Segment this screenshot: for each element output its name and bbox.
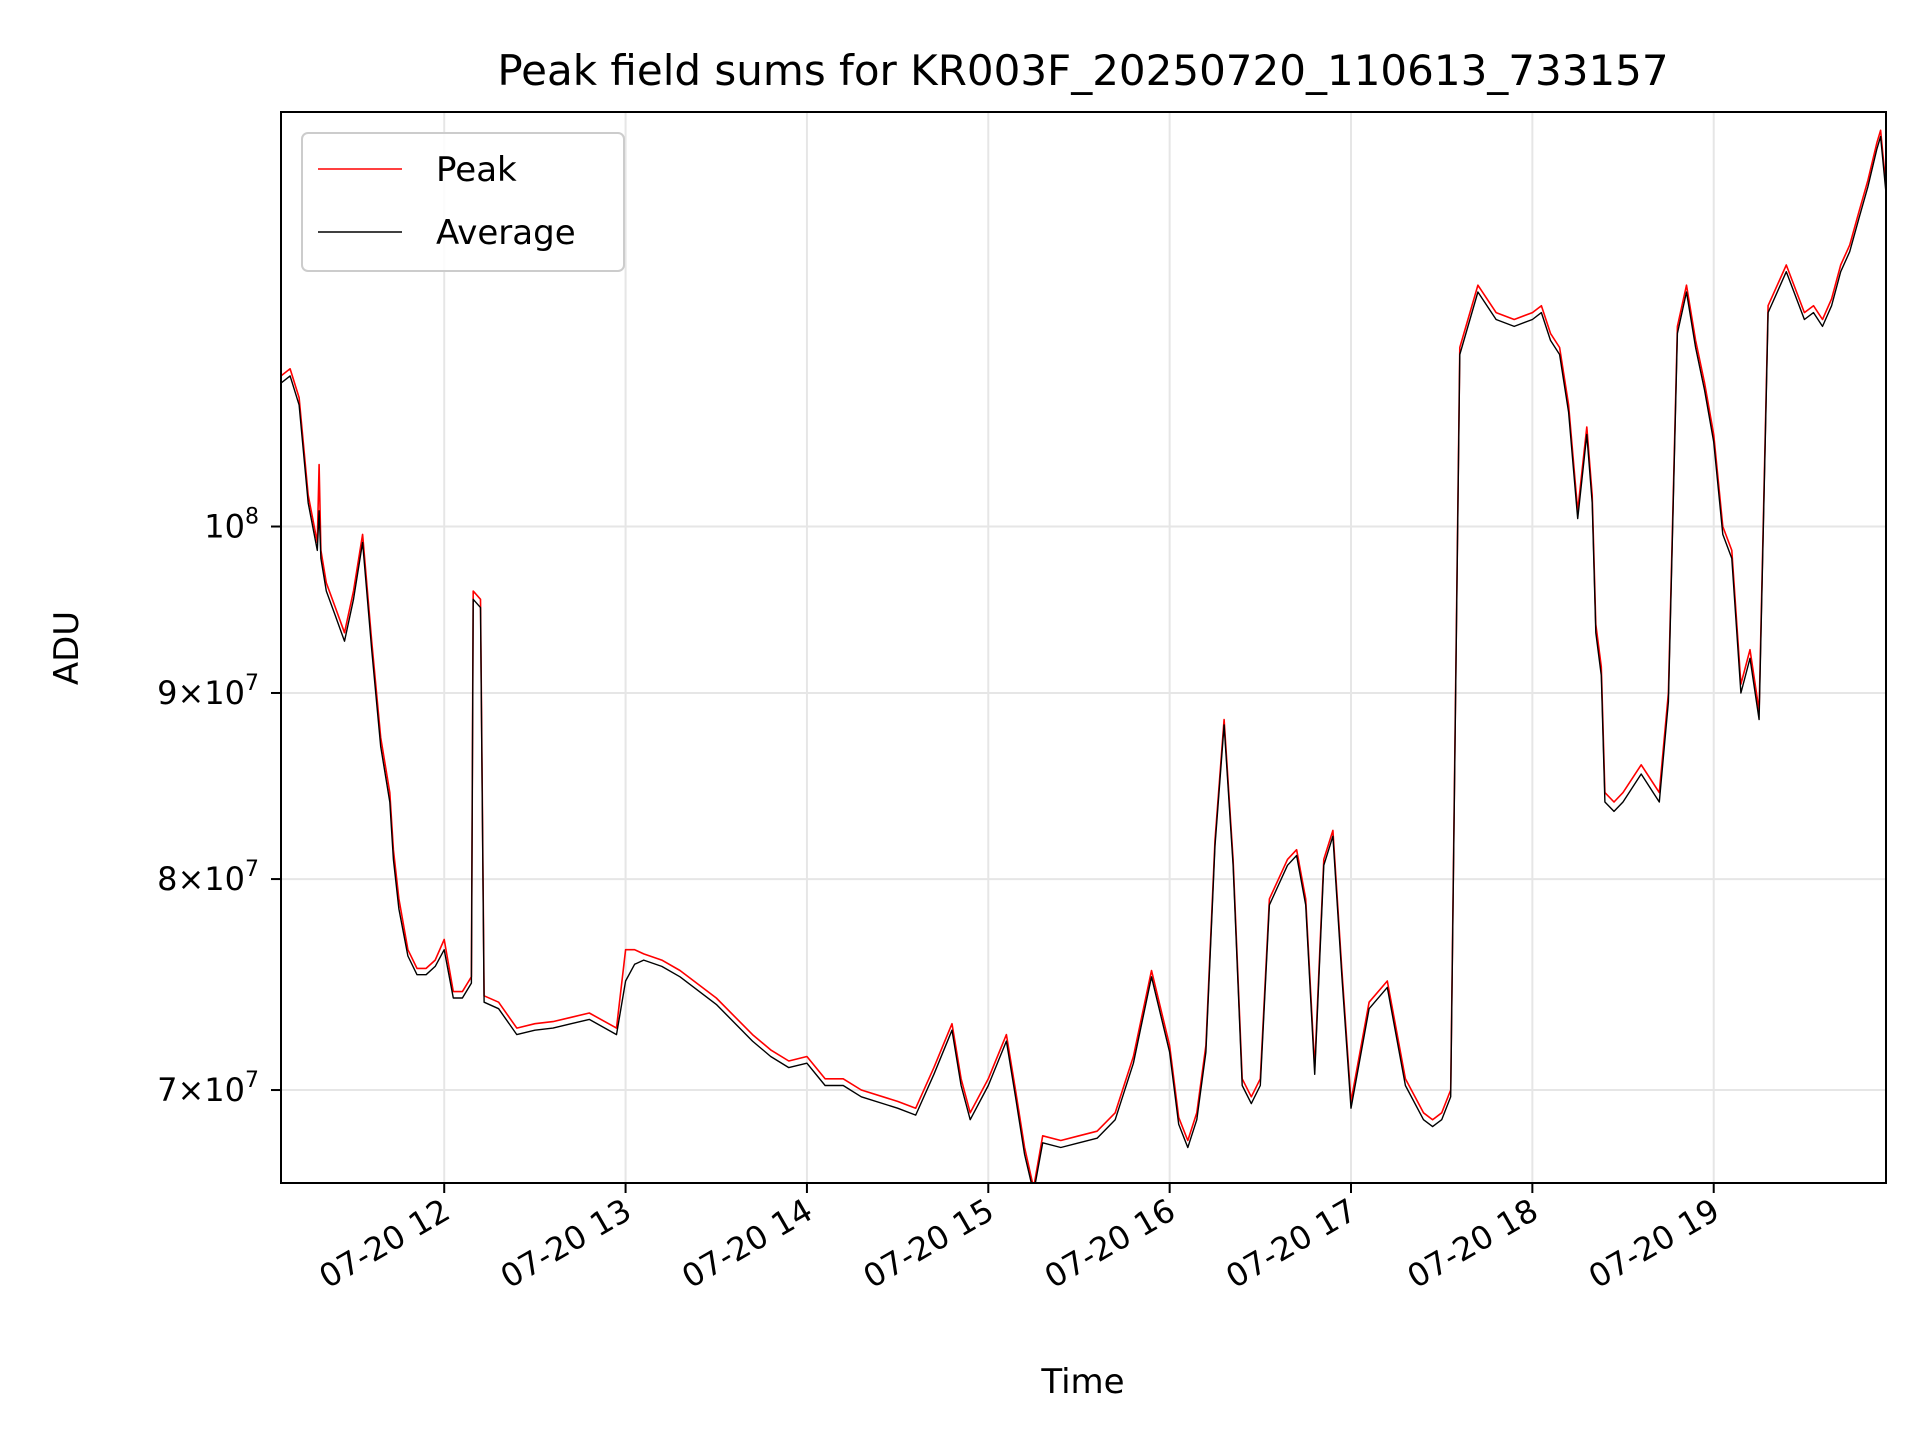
chart-title: Peak field sums for KR003F_20250720_1106… xyxy=(497,46,1668,95)
legend-label-peak: Peak xyxy=(436,150,517,190)
legend-box xyxy=(301,132,625,272)
x-axis-label: Time xyxy=(1040,1362,1124,1402)
legend-label-average: Average xyxy=(436,213,576,253)
y-tick-label: 9×107 xyxy=(157,671,259,712)
series-layer xyxy=(281,129,1886,1183)
y-tick-label: 8×107 xyxy=(157,857,259,898)
y-tick-label: 108 xyxy=(204,505,259,546)
plot-frame xyxy=(280,111,1887,1184)
legend: Peak Average xyxy=(301,132,625,272)
y-axis: 7×107 8×107 9×107 108 xyxy=(157,505,281,1109)
series-line-average xyxy=(281,135,1886,1183)
grid xyxy=(281,112,1886,1183)
y-axis-label: ADU xyxy=(47,611,87,685)
y-tick-label: 7×107 xyxy=(157,1068,259,1109)
